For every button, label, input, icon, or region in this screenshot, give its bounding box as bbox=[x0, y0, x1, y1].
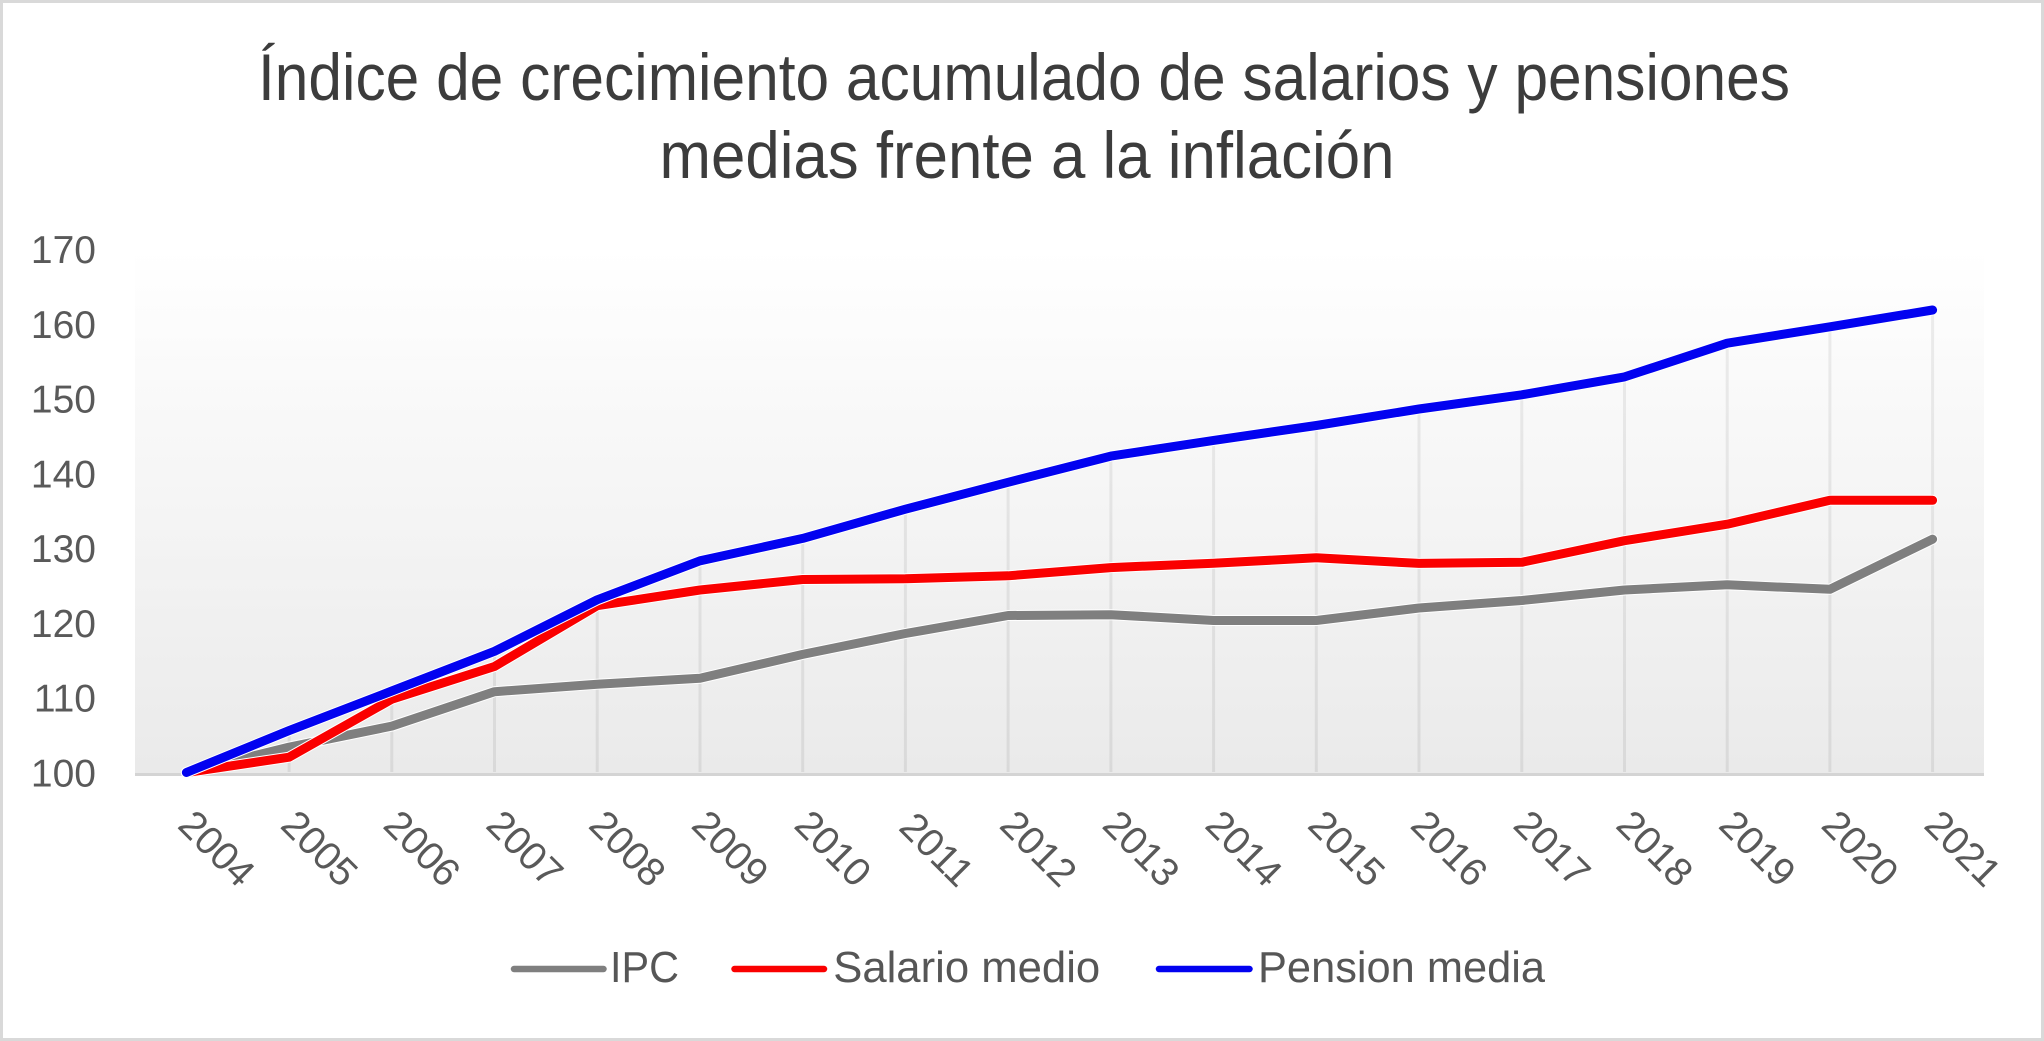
svg-text:120: 120 bbox=[31, 603, 96, 646]
svg-text:110: 110 bbox=[34, 678, 96, 721]
svg-text:170: 170 bbox=[31, 229, 96, 272]
svg-text:160: 160 bbox=[31, 304, 96, 347]
svg-text:Índice de crecimiento acumulad: Índice de crecimiento acumulado de salar… bbox=[258, 40, 1790, 114]
svg-text:140: 140 bbox=[31, 453, 96, 496]
svg-text:medias frente a la inflación: medias frente a la inflación bbox=[660, 118, 1395, 192]
svg-text:Pension media: Pension media bbox=[1258, 943, 1546, 992]
svg-text:130: 130 bbox=[31, 528, 96, 571]
svg-text:100: 100 bbox=[31, 753, 96, 796]
svg-text:Salario medio: Salario medio bbox=[833, 943, 1100, 992]
svg-text:IPC: IPC bbox=[610, 943, 679, 992]
svg-text:150: 150 bbox=[31, 379, 96, 422]
